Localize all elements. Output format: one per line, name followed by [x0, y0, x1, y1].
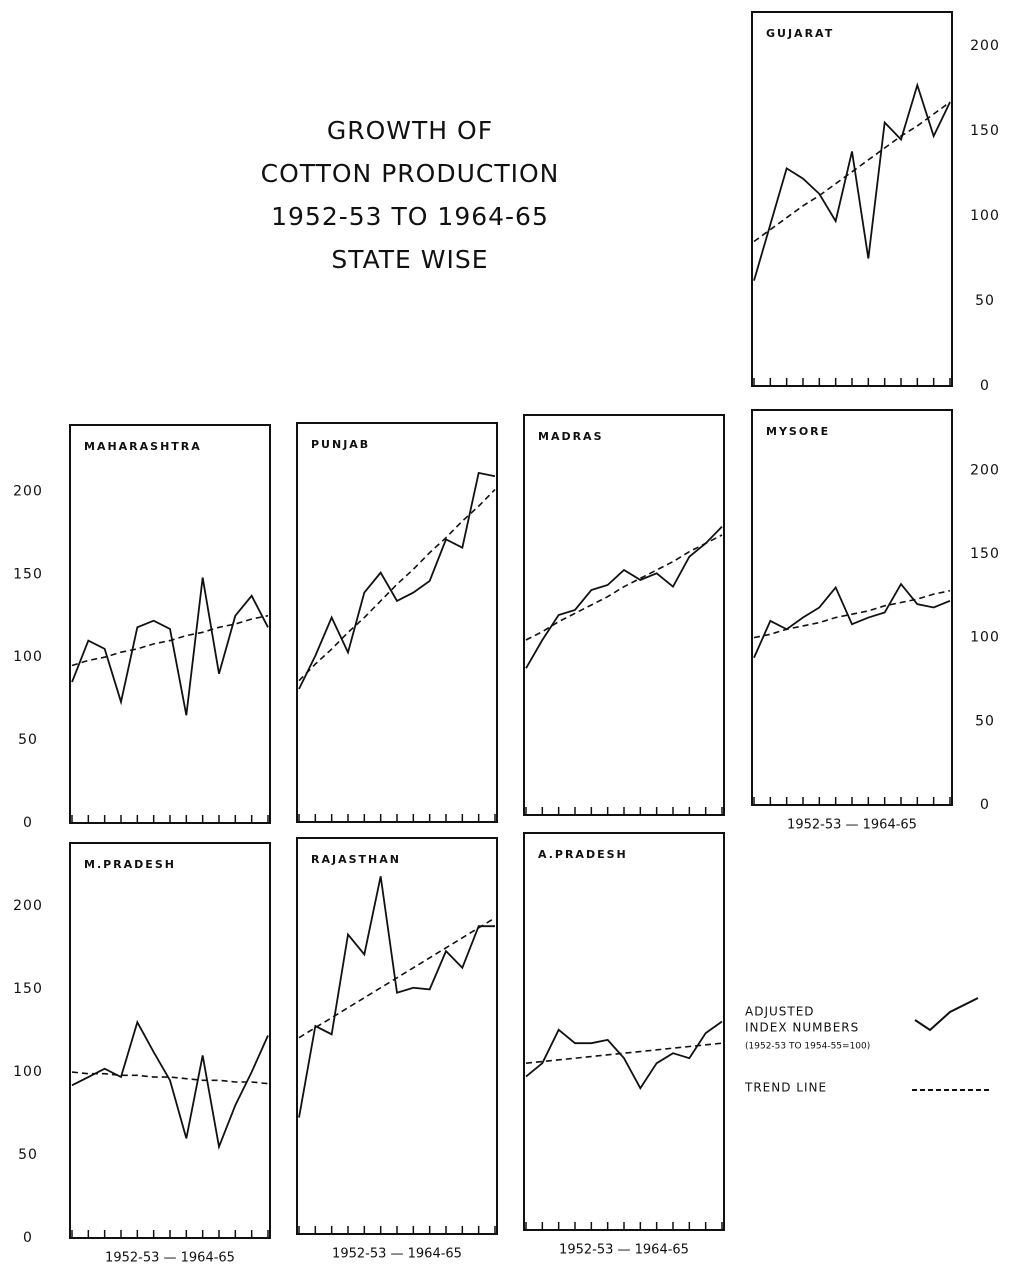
panel: A.PRADESH 1952-53 — 1964-65 [523, 832, 725, 1258]
index-line [298, 876, 495, 1118]
panel-frame [296, 422, 498, 823]
trend-line [525, 1042, 723, 1064]
x-axis-label: 1952-53 — 1964-65 [332, 1247, 462, 1262]
panel-title: MYSORE [766, 425, 830, 438]
panel-frame [296, 837, 498, 1235]
panel: MAHARASHTRA 0 50 100 150 200 [13, 424, 271, 831]
y-tick-label: 0 [980, 797, 990, 813]
y-tick-label: 50 [18, 1147, 38, 1163]
title-line: 1952-53 TO 1964-65 [271, 202, 549, 231]
trend-line [71, 1071, 269, 1085]
title-line: STATE WISE [331, 245, 488, 274]
trend-line [71, 614, 269, 667]
panel-title: MAHARASHTRA [84, 440, 202, 453]
y-tick-label: 50 [18, 732, 38, 748]
title-line: COTTON PRODUCTION [261, 159, 560, 188]
index-line [753, 82, 951, 281]
y-tick-label: 200 [970, 462, 1000, 478]
panel-frame [751, 11, 953, 387]
trend-line [753, 101, 951, 243]
panel: RAJASTHAN 1952-53 — 1964-65 [296, 837, 498, 1262]
panel-frame [523, 832, 725, 1231]
main-title: GROWTH OF COTTON PRODUCTION 1952-53 TO 1… [261, 116, 560, 274]
y-tick-label: 200 [13, 898, 43, 914]
y-tick-label: 50 [975, 293, 995, 309]
panel-title: M.PRADESH [84, 858, 176, 871]
y-tick-label: 200 [970, 38, 1000, 54]
legend-label: INDEX NUMBERS [745, 1021, 859, 1035]
y-tick-label: 50 [975, 713, 995, 729]
y-tick-label: 100 [13, 649, 43, 665]
trend-line [298, 917, 496, 1039]
y-tick-label: 150 [13, 981, 43, 997]
legend-label: TREND LINE [744, 1081, 827, 1095]
legend-label: ADJUSTED [745, 1005, 815, 1019]
legend-line-sample [914, 997, 979, 1032]
y-tick-label: 0 [23, 815, 33, 831]
y-tick-label: 150 [970, 123, 1000, 139]
x-axis-label: 1952-53 — 1964-65 [105, 1251, 235, 1266]
title-line: GROWTH OF [327, 116, 493, 145]
panel-frame [751, 409, 953, 806]
y-tick-label: 100 [13, 1064, 43, 1080]
panel-title: A.PRADESH [538, 848, 628, 861]
panel-frame [69, 842, 271, 1239]
index-line [525, 1020, 723, 1090]
y-tick-label: 150 [970, 546, 1000, 562]
y-tick-label: 0 [980, 378, 990, 394]
y-tick-label: 0 [23, 1230, 33, 1246]
panel-title: GUJARAT [766, 27, 834, 40]
panel: MYSORE 0 50 100 150 200 1952-53 — 1964-65 [751, 409, 1000, 833]
panel-title: RAJASTHAN [311, 853, 401, 866]
index-line [525, 526, 723, 669]
x-axis-label: 1952-53 — 1964-65 [787, 818, 917, 833]
index-line [298, 471, 496, 690]
panel-title: MADRAS [538, 430, 604, 443]
index-line [71, 1019, 269, 1151]
y-tick-label: 100 [970, 630, 1000, 646]
panel-title: PUNJAB [311, 438, 370, 451]
trend-line [525, 534, 723, 641]
index-line [753, 582, 951, 659]
trend-line [298, 488, 496, 682]
legend: ADJUSTED INDEX NUMBERS (1952-53 TO 1954-… [744, 997, 990, 1095]
y-tick-label: 150 [13, 566, 43, 582]
index-line [71, 577, 269, 716]
panel-frame [523, 414, 725, 816]
y-tick-label: 200 [13, 483, 43, 499]
panel: MADRAS [523, 414, 725, 816]
x-axis-label: 1952-53 — 1964-65 [559, 1243, 689, 1258]
y-tick-label: 100 [970, 208, 1000, 224]
panel: PUNJAB [296, 422, 498, 823]
panel: GUJARAT 0 50 100 150 200 [751, 11, 1000, 394]
legend-note: (1952-53 TO 1954-55=100) [745, 1042, 870, 1052]
panel-frame [69, 424, 271, 824]
panel: M.PRADESH 0 50 100 150 200 1952-53 — 1964-65 [13, 842, 271, 1266]
trend-line [753, 589, 951, 639]
